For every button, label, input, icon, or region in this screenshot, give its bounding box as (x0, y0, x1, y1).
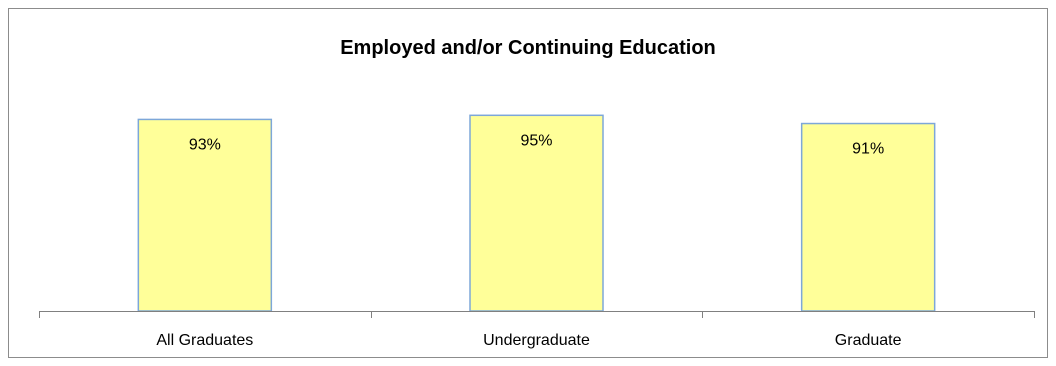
chart-title: Employed and/or Continuing Education (340, 37, 716, 59)
bar-all-graduates (137, 118, 273, 312)
bar-graduate (800, 122, 936, 312)
x-axis (39, 311, 1035, 318)
x-tick-label: All Graduates (156, 332, 253, 349)
data-label: 95% (520, 132, 552, 149)
bar-undergraduate (469, 114, 604, 312)
bar-chart: Employed and/or Continuing Education 93%… (39, 37, 1035, 349)
bars-layer (137, 114, 936, 312)
data-label: 93% (189, 136, 221, 153)
chart-frame: Employed and/or Continuing Education 93%… (8, 8, 1048, 358)
x-tick-label: Graduate (835, 332, 902, 349)
x-tick-label: Undergraduate (483, 332, 590, 349)
labels-layer: 93% All Graduates 95% Undergraduate 91% Gradu… (156, 132, 901, 349)
data-label: 91% (852, 141, 884, 158)
